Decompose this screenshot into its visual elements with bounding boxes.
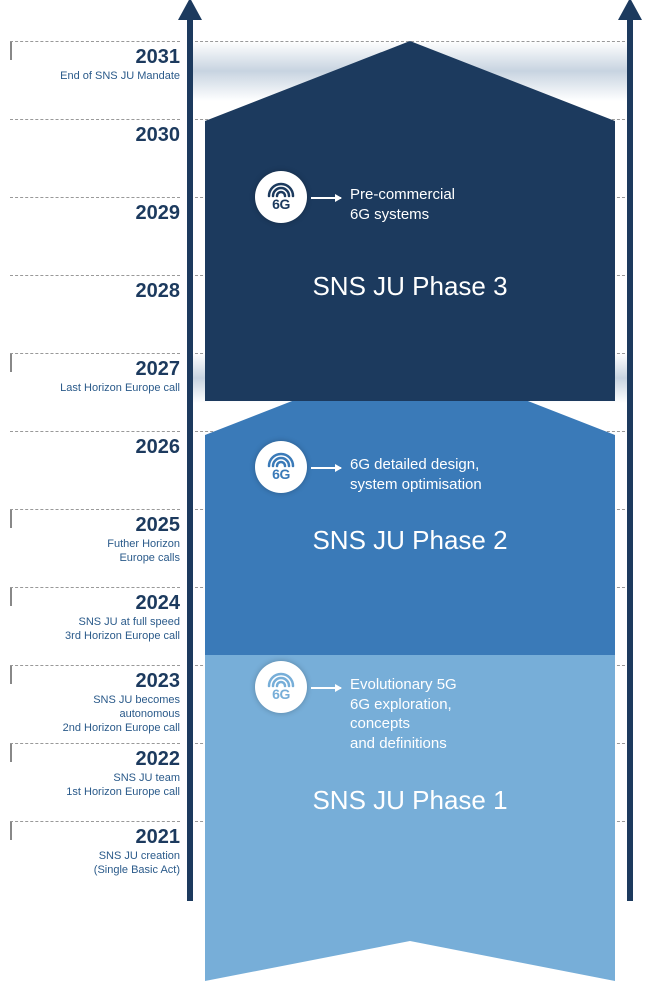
right-axis [627, 10, 633, 901]
year-desc: SNS JU creation(Single Basic Act) [94, 850, 180, 878]
badge-label: 6G [272, 196, 290, 212]
year-row: 2029 [10, 197, 180, 198]
left-arrowhead-icon [178, 0, 202, 20]
year-row: 2021SNS JU creation(Single Basic Act) [10, 821, 180, 822]
phase-desc: 6G detailed design,system optimisation [350, 455, 482, 494]
year-label: 2028 [136, 280, 181, 303]
year-tick [10, 42, 20, 60]
year-tick [10, 588, 20, 606]
year-desc: Last Horizon Europe call [60, 382, 180, 396]
year-desc: SNS JU team1st Horizon Europe call [66, 772, 180, 800]
year-row: 2031End of SNS JU Mandate [10, 41, 180, 42]
year-tick [10, 822, 20, 840]
year-label: 2021 [136, 826, 181, 849]
badge-arrow-icon [311, 467, 341, 469]
6g-badge-icon: 6G [255, 171, 307, 223]
year-row: 2023SNS JU becomesautonomous2nd Horizon … [10, 665, 180, 666]
timeline-diagram: 6G Pre-commercial6G systems SNS JU Phase 3… [0, 0, 651, 901]
badge-label: 6G [272, 686, 290, 702]
year-row: 2027Last Horizon Europe call [10, 353, 180, 354]
right-arrowhead-icon [618, 0, 642, 20]
year-row: 2030 [10, 119, 180, 120]
year-label: 2031 [136, 46, 181, 69]
year-tick [10, 510, 20, 528]
year-desc: SNS JU becomesautonomous2nd Horizon Euro… [63, 694, 180, 735]
year-tick [10, 354, 20, 372]
year-label: 2027 [136, 358, 181, 381]
6g-badge-icon: 6G [255, 661, 307, 713]
year-label: 2023 [136, 670, 181, 693]
left-axis [187, 10, 193, 901]
year-label: 2030 [136, 124, 181, 147]
badge-label: 6G [272, 466, 290, 482]
year-row: 2028 [10, 275, 180, 276]
badge-arrow-icon [311, 197, 341, 199]
phase-title: SNS JU Phase 1 [205, 785, 615, 816]
year-tick [10, 744, 20, 762]
year-label: 2026 [136, 436, 181, 459]
year-tick [10, 666, 20, 684]
year-row: 2025Futher HorizonEurope calls [10, 509, 180, 510]
year-desc: SNS JU at full speed3rd Horizon Europe c… [65, 616, 180, 644]
year-label: 2022 [136, 748, 181, 771]
phase-title: SNS JU Phase 2 [205, 525, 615, 556]
year-row: 2022SNS JU team1st Horizon Europe call [10, 743, 180, 744]
year-desc: Futher HorizonEurope calls [107, 538, 180, 566]
year-label: 2024 [136, 592, 181, 615]
year-row: 2026 [10, 431, 180, 432]
badge-arrow-icon [311, 687, 341, 689]
phase-desc: Evolutionary 5G6G exploration,conceptsan… [350, 675, 457, 753]
phase-title: SNS JU Phase 3 [205, 271, 615, 302]
phase3: 6G Pre-commercial6G systems SNS JU Phase 3 [205, 41, 615, 401]
year-label: 2029 [136, 202, 181, 225]
year-label: 2025 [136, 514, 181, 537]
phase-desc: Pre-commercial6G systems [350, 185, 455, 224]
year-desc: End of SNS JU Mandate [60, 70, 180, 84]
6g-badge-icon: 6G [255, 441, 307, 493]
year-row: 2024SNS JU at full speed3rd Horizon Euro… [10, 587, 180, 588]
